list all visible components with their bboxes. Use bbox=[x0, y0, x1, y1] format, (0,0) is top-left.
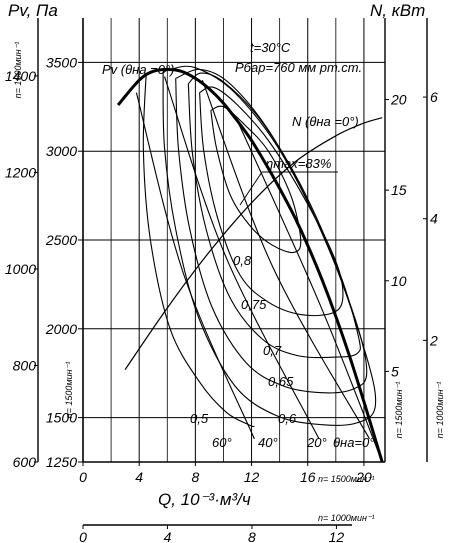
power-curve-label: N (θна =0°) bbox=[292, 114, 359, 129]
x-1000-tick-label: 4 bbox=[164, 529, 172, 543]
pv-1500-tick-label: 2000 bbox=[45, 321, 77, 337]
y-left-axis-title: Pv, Па bbox=[8, 1, 58, 20]
chart-axes: 6008001000120014001250150020002500300035… bbox=[5, 18, 438, 543]
pv-1500-tick-label: 1500 bbox=[46, 410, 77, 426]
blade-angle-label: 60° bbox=[212, 435, 232, 450]
n-1000-tick-label: 6 bbox=[430, 89, 438, 105]
efficiency-contour-label: 0,75 bbox=[241, 297, 267, 312]
x-1000-tick-label: 8 bbox=[248, 529, 256, 543]
efficiency-contour-5 bbox=[142, 73, 255, 428]
n-1000-tick-label: 2 bbox=[429, 332, 438, 348]
n-1000-tick-label: 4 bbox=[430, 211, 438, 227]
blade-angle-label: 20° bbox=[306, 435, 327, 450]
n-1500-tick-label: 15 bbox=[391, 182, 407, 198]
speed-label-left-inner: n= 1500мин⁻¹ bbox=[64, 362, 74, 419]
efficiency-max-label: ηmax=83% bbox=[266, 156, 331, 171]
pv-1000-tick-label: 1200 bbox=[5, 164, 36, 180]
x-axis-title: Q, 10⁻³·м³/ч bbox=[158, 490, 251, 509]
x-1500-tick-label: 20 bbox=[355, 469, 372, 485]
condition-temperature: t=30°С bbox=[250, 40, 291, 55]
blade-angle-line-1 bbox=[163, 76, 320, 440]
efficiency-contour-0 bbox=[210, 105, 302, 254]
x-1500-tick-label: 8 bbox=[191, 469, 199, 485]
chart-labels: Pv, Па N, кВт Q, 10⁻³·м³/ч n= 1000мин⁻¹ n= 1… bbox=[8, 1, 445, 523]
chart-curves bbox=[116, 65, 384, 463]
pressure-curve-label: Pv (θна =0°) bbox=[102, 62, 175, 77]
pv-1000-tick-label: 1000 bbox=[5, 261, 36, 277]
speed-label-bottom-outer: n= 1000мин⁻¹ bbox=[318, 513, 375, 523]
pressure-curve-pv bbox=[116, 67, 384, 463]
efficiency-contour-label: 0,5 bbox=[190, 411, 209, 426]
blade-angle-label: θна=0° bbox=[333, 435, 374, 450]
pv-1000-tick-label: 800 bbox=[13, 357, 37, 373]
pv-1500-tick-label: 3500 bbox=[46, 54, 77, 70]
x-1000-tick-label: 0 bbox=[79, 529, 87, 543]
efficiency-contour-label: 0,6 bbox=[278, 411, 297, 426]
y-right-axis-title: N, кВт bbox=[370, 1, 425, 20]
efficiency-contour-2 bbox=[187, 72, 361, 359]
n-1500-tick-label: 5 bbox=[391, 363, 399, 379]
pv-1500-tick-label: 1250 bbox=[46, 454, 77, 470]
blade-angle-line-3 bbox=[236, 120, 383, 463]
x-1500-tick-label: 4 bbox=[135, 469, 143, 485]
x-1000-tick-label: 12 bbox=[329, 529, 345, 543]
speed-label-left-outer: n= 1000мин⁻¹ bbox=[13, 42, 23, 99]
blade-angle-line-2 bbox=[201, 80, 370, 440]
n-1500-tick-label: 10 bbox=[391, 273, 407, 289]
efficiency-contour-1 bbox=[199, 86, 344, 317]
power-curve-n bbox=[124, 117, 383, 370]
pv-1500-tick-label: 3000 bbox=[46, 143, 77, 159]
speed-label-right-inner: n= 1500мин⁻¹ bbox=[394, 382, 404, 439]
blade-angle-line-0 bbox=[135, 92, 255, 440]
speed-label-bottom-inner: n= 1500мин⁻¹ bbox=[318, 474, 375, 484]
x-1500-tick-label: 12 bbox=[244, 469, 260, 485]
x-1500-tick-label: 16 bbox=[300, 469, 316, 485]
pv-1000-tick-label: 600 bbox=[13, 454, 37, 470]
x-1500-tick-label: 0 bbox=[79, 469, 87, 485]
efficiency-contour-label: 0,7 bbox=[263, 343, 282, 358]
efficiency-contour-label: 0,65 bbox=[268, 374, 294, 389]
pv-1000-tick-label: 1400 bbox=[5, 68, 36, 84]
condition-pressure: Рбар=760 мм рт.ст. bbox=[235, 60, 362, 75]
blade-angle-label: 40° bbox=[258, 435, 278, 450]
efficiency-contour-label: 0,8 bbox=[233, 253, 252, 268]
efficiency-contour-3 bbox=[175, 68, 368, 394]
pv-1500-tick-label: 2500 bbox=[45, 232, 77, 248]
speed-label-right-outer: n= 1000мин⁻¹ bbox=[435, 382, 445, 439]
n-1500-tick-label: 20 bbox=[390, 92, 407, 108]
chart-grid bbox=[83, 18, 385, 462]
efficiency-max-leader bbox=[239, 171, 263, 206]
